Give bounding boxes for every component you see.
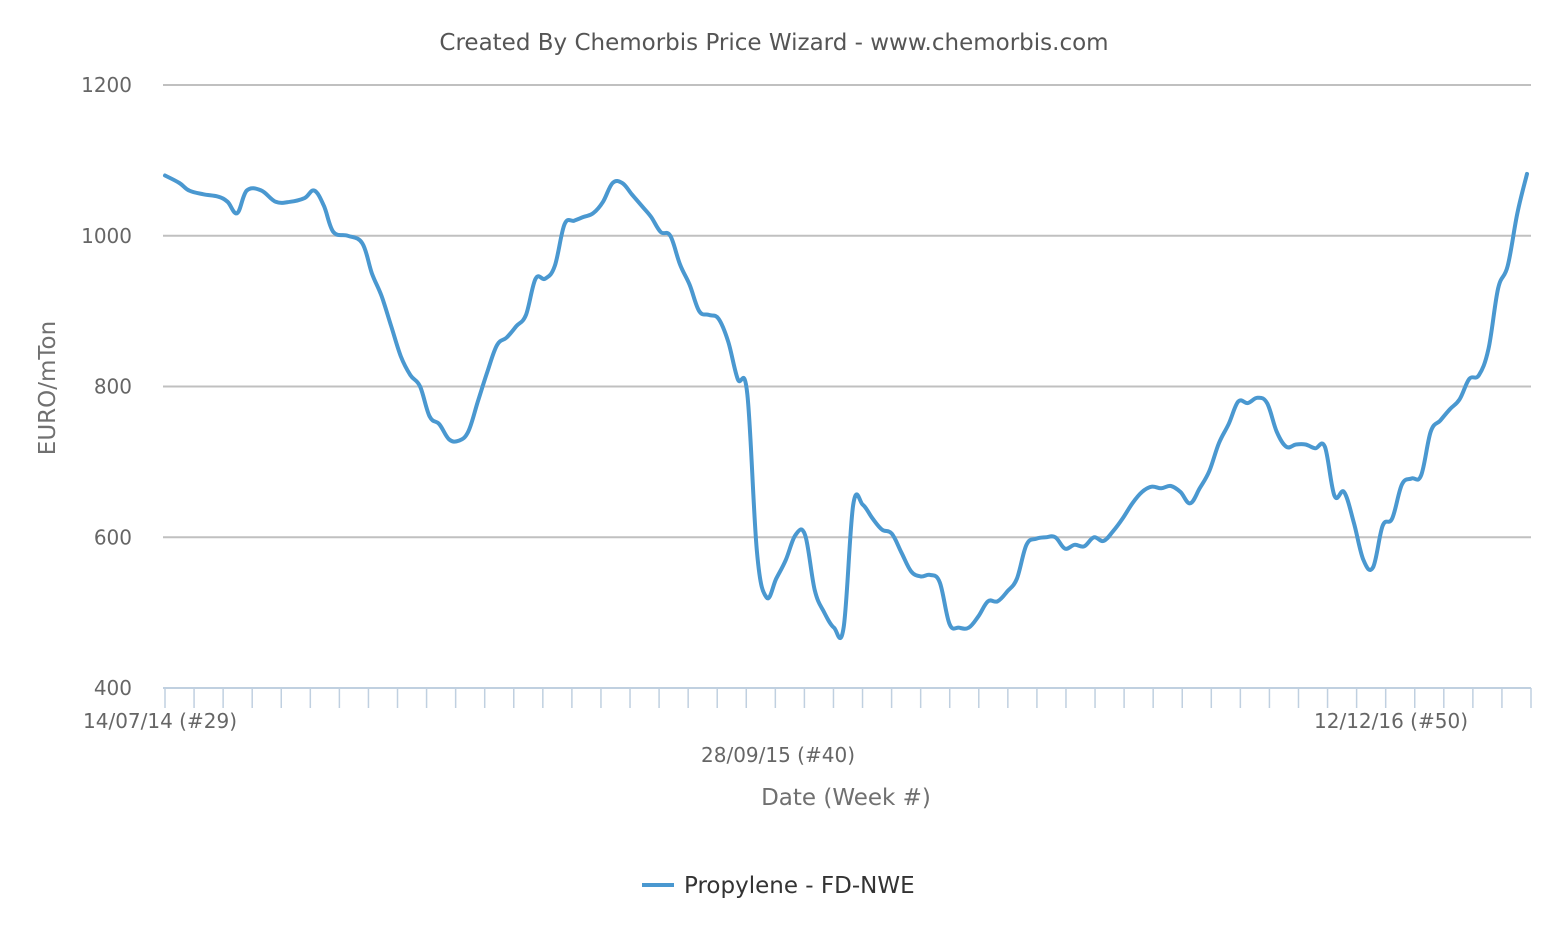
chart-title: Created By Chemorbis Price Wizard - www.… — [439, 30, 1108, 56]
series-layer — [163, 171, 1529, 641]
y-tick-label: 1200 — [81, 73, 132, 97]
x-tick-label: 28/09/15 (#40) — [701, 743, 855, 767]
gridlines — [163, 84, 1531, 539]
series-line-propylene[interactable] — [163, 171, 1529, 641]
y-tick-label: 600 — [94, 525, 132, 549]
x-tick-label: 14/07/14 (#29) — [83, 709, 237, 733]
legend[interactable]: Propylene - FD-NWE — [642, 873, 915, 899]
y-tick-label: 400 — [94, 676, 132, 700]
x-axis-title: Date (Week #) — [761, 785, 931, 811]
y-tick-label: 1000 — [81, 224, 132, 248]
y-axis-title: EURO/mTon — [35, 321, 61, 455]
legend-label: Propylene - FD-NWE — [684, 873, 915, 899]
y-tick-label: 800 — [94, 375, 132, 399]
x-axis — [163, 687, 1532, 708]
x-tick-label: 12/12/16 (#50) — [1314, 709, 1468, 733]
x-axis-ticks: 14/07/14 (#29) 28/09/15 (#40) 12/12/16 (#5… — [83, 709, 1468, 767]
y-axis-ticks: 400 600 800 1000 1200 — [81, 73, 132, 700]
